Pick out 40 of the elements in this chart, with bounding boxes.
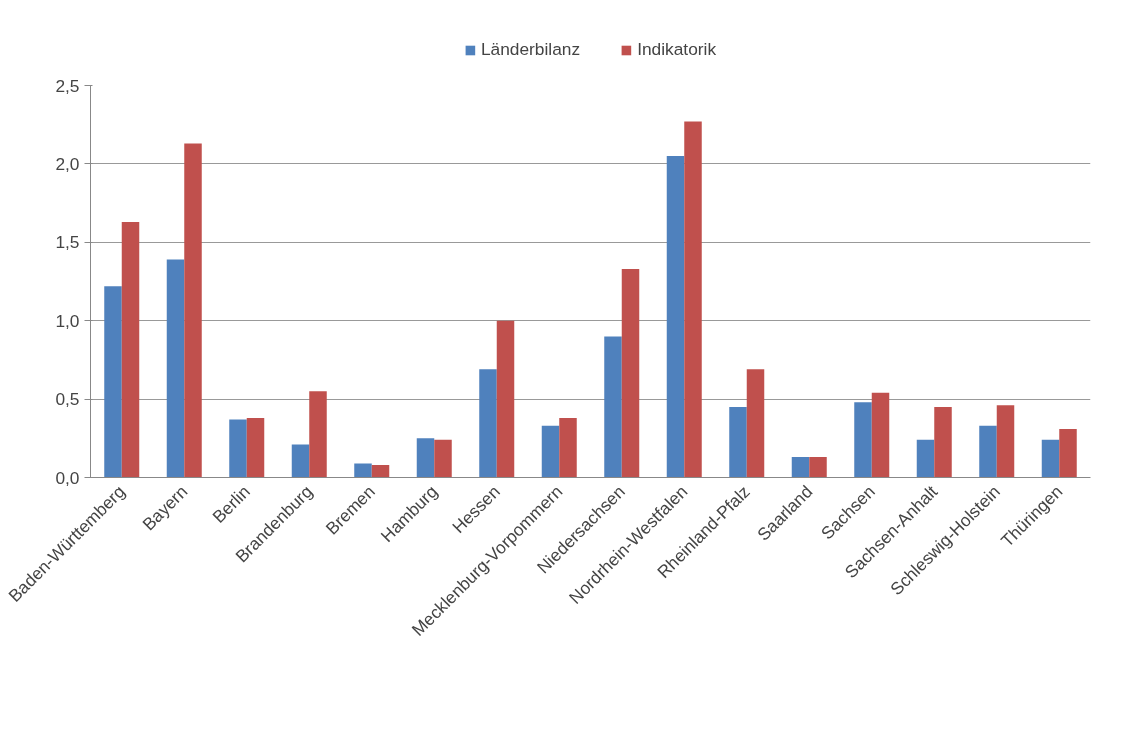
bar <box>621 268 640 478</box>
bar <box>416 438 435 478</box>
bar <box>541 425 560 478</box>
bar <box>746 369 765 478</box>
bar <box>1041 439 1060 478</box>
bar <box>1059 428 1077 478</box>
bar <box>104 286 122 478</box>
bar <box>496 320 515 478</box>
bar <box>184 143 202 478</box>
bar <box>854 402 872 478</box>
y-tick-label: 2,0 <box>55 153 80 174</box>
legend-label: Länderbilanz <box>480 39 581 60</box>
bar <box>166 259 185 478</box>
y-tick-label: 0,5 <box>55 389 80 410</box>
bar <box>934 406 952 478</box>
bar <box>791 457 810 478</box>
bar <box>979 425 997 478</box>
bar <box>309 391 327 478</box>
bar <box>291 444 310 478</box>
bar <box>809 457 827 478</box>
y-tick-label: 1,5 <box>55 232 80 253</box>
bar <box>916 439 935 478</box>
y-tick-label: 2,5 <box>55 75 80 96</box>
y-tick-label: 1,0 <box>55 310 80 331</box>
bar <box>666 156 685 478</box>
bar <box>371 464 390 478</box>
legend-label: Indikatorik <box>637 39 717 60</box>
bar <box>871 392 890 478</box>
bar <box>604 336 622 478</box>
bar <box>996 405 1015 478</box>
bar <box>434 439 452 478</box>
bar <box>354 463 372 478</box>
bar <box>729 406 747 478</box>
bar <box>479 369 497 478</box>
bar <box>229 419 247 478</box>
bar <box>121 221 140 478</box>
bar <box>684 121 702 478</box>
y-tick-label: 0,0 <box>55 467 80 488</box>
bar <box>246 417 265 478</box>
bar <box>559 417 577 478</box>
